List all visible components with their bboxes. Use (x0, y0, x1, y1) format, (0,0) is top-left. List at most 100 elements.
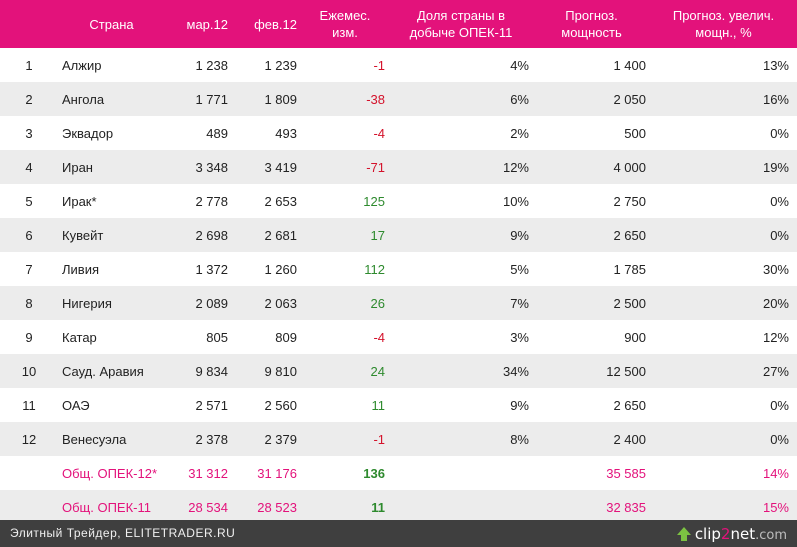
monthly-change-value: -1 (373, 431, 385, 447)
country-name: Эквадор (62, 125, 114, 141)
monthly-change-value: 11 (371, 499, 385, 515)
monthly-change-value: 136 (363, 465, 385, 481)
country-name: Иран (62, 159, 93, 175)
share-value: 12% (502, 159, 529, 175)
capacity-increase-value: 30% (762, 261, 789, 277)
header-capacity: Прогноз. мощность (561, 8, 622, 40)
monthly-change-value: -4 (373, 329, 385, 345)
monthly-change-value: 26 (370, 295, 385, 311)
table-row: 9 Катар 805 809 -4 3% 900 12% (0, 320, 797, 354)
capacity-value: 1 785 (613, 261, 646, 277)
february-value: 1 809 (264, 91, 297, 107)
country-name: Нигерия (62, 295, 112, 311)
monthly-change-value: 24 (370, 363, 385, 379)
total-row: Общ. ОПЕК-12* 31 312 31 176 136 35 585 14% (0, 456, 797, 490)
row-number: 8 (25, 295, 33, 311)
country-name: Ирак* (62, 193, 97, 209)
march-value: 2 089 (195, 295, 228, 311)
row-number: 2 (25, 91, 33, 107)
march-value: 1 238 (195, 57, 228, 73)
share-value: 2% (510, 125, 529, 141)
february-value: 809 (275, 329, 297, 345)
february-value: 493 (275, 125, 297, 141)
country-name: Общ. ОПЕК-11 (62, 499, 152, 515)
february-value: 2 560 (264, 397, 297, 413)
table-row: 12 Венесуэла 2 378 2 379 -1 8% 2 400 0% (0, 422, 797, 456)
february-value: 9 810 (264, 363, 297, 379)
header-share: Доля страны в добыче ОПЕК-11 (409, 8, 513, 40)
march-value: 2 378 (195, 431, 228, 447)
header-country: Страна (89, 16, 134, 32)
total-row: Общ. ОПЕК-11 28 534 28 523 11 32 835 15% (0, 490, 797, 524)
clip2net-logo[interactable]: clip2net.com (676, 523, 787, 544)
monthly-change-value: 112 (364, 261, 385, 277)
table-row: 2 Ангола 1 771 1 809 -38 6% 2 050 16% (0, 82, 797, 116)
march-value: 9 834 (195, 363, 228, 379)
country-name: Кувейт (62, 227, 104, 243)
row-number: 10 (21, 363, 37, 379)
row-number: 7 (25, 261, 33, 277)
share-value: 4% (510, 57, 529, 73)
capacity-increase-value: 12% (762, 329, 789, 345)
share-value: 9% (510, 397, 529, 413)
share-value: 10% (502, 193, 529, 209)
capacity-increase-value: 27% (762, 363, 789, 379)
capacity-value: 2 400 (613, 431, 646, 447)
capacity-increase-value: 0% (770, 227, 789, 243)
capacity-value: 2 500 (613, 295, 646, 311)
header-monthly-change: Ежемес. изм. (319, 8, 371, 40)
capacity-value: 2 050 (613, 91, 646, 107)
table-row: 1 Алжир 1 238 1 239 -1 4% 1 400 13% (0, 48, 797, 82)
table-row: 11 ОАЭ 2 571 2 560 11 9% 2 650 0% (0, 388, 797, 422)
march-value: 2 571 (195, 397, 228, 413)
capacity-increase-value: 0% (770, 431, 789, 447)
february-value: 1 260 (264, 261, 297, 277)
share-value: 34% (502, 363, 529, 379)
march-value: 489 (206, 125, 228, 141)
march-value: 3 348 (195, 159, 228, 175)
row-number: 4 (25, 159, 33, 175)
country-name: Общ. ОПЕК-12* (62, 465, 158, 481)
row-number: 5 (25, 193, 33, 209)
capacity-increase-value: 14% (762, 465, 789, 481)
monthly-change-value: -71 (366, 159, 385, 175)
header-number (0, 0, 58, 48)
capacity-increase-value: 0% (770, 193, 789, 209)
share-value: 3% (510, 329, 529, 345)
row-number (0, 490, 58, 524)
country-name: Ангола (62, 91, 105, 107)
share-value: 9% (510, 227, 529, 243)
capacity-value: 1 400 (613, 57, 646, 73)
table-row: 5 Ирак* 2 778 2 653 125 10% 2 750 0% (0, 184, 797, 218)
february-value: 2 653 (264, 193, 297, 209)
capacity-value: 500 (624, 125, 646, 141)
march-value: 31 312 (188, 465, 228, 481)
capacity-value: 35 585 (606, 465, 646, 481)
country-name: Катар (62, 329, 97, 345)
capacity-increase-value: 0% (770, 397, 789, 413)
table-row: 3 Эквадор 489 493 -4 2% 500 0% (0, 116, 797, 150)
february-value: 2 681 (264, 227, 297, 243)
march-value: 1 372 (195, 261, 228, 277)
header-march: мар.12 (186, 16, 228, 32)
capacity-value: 2 650 (613, 227, 646, 243)
header-february: фев.12 (254, 16, 297, 32)
capacity-value: 2 750 (613, 193, 646, 209)
share-value: 7% (510, 295, 529, 311)
row-number (0, 456, 58, 490)
country-name: Алжир (62, 57, 102, 73)
monthly-change-value: -4 (373, 125, 385, 141)
monthly-change-value: -1 (373, 57, 385, 73)
logo-wordmark: clip2net.com (694, 524, 787, 543)
capacity-value: 32 835 (606, 499, 646, 515)
country-name: Венесуэла (62, 431, 127, 447)
capacity-increase-value: 15% (762, 499, 789, 515)
capacity-increase-value: 16% (762, 91, 789, 107)
share-value: 5% (510, 261, 529, 277)
row-number: 6 (25, 227, 33, 243)
table-row: 4 Иран 3 348 3 419 -71 12% 4 000 19% (0, 150, 797, 184)
country-name: Ливия (62, 261, 100, 277)
table-row: 8 Нигерия 2 089 2 063 26 7% 2 500 20% (0, 286, 797, 320)
footer-bar: Элитный Трейдер, ELITETRADER.RU clip2net… (0, 520, 797, 547)
